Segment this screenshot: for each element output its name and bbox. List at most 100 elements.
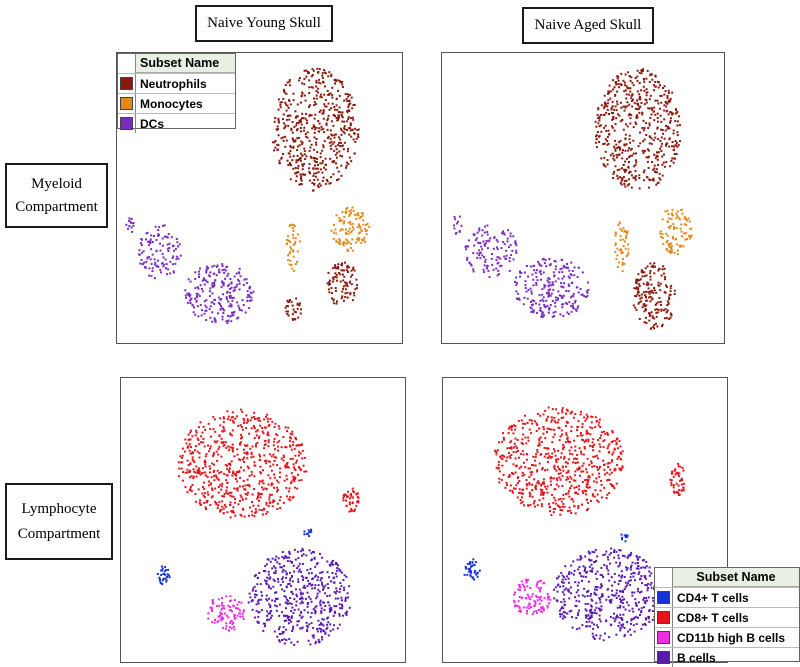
scatter-point — [317, 87, 320, 90]
scatter-point — [547, 284, 550, 287]
scatter-point — [601, 595, 604, 597]
scatter-point — [531, 489, 534, 492]
scatter-point — [651, 297, 654, 300]
scatter-point — [538, 580, 541, 583]
scatter-point — [229, 432, 232, 435]
scatter-point — [567, 470, 570, 473]
scatter-point — [620, 458, 623, 461]
scatter-point — [599, 124, 602, 127]
scatter-point — [530, 307, 533, 310]
scatter-point — [472, 576, 474, 579]
scatter-point — [644, 309, 647, 312]
scatter-point — [335, 240, 338, 243]
scatter-point — [596, 131, 599, 133]
scatter-point — [568, 277, 571, 280]
scatter-point — [337, 144, 340, 147]
scatter-point — [633, 616, 636, 619]
scatter-point — [551, 441, 554, 444]
scatter-point — [546, 279, 549, 282]
scatter-point — [327, 283, 330, 286]
scatter-point — [505, 459, 508, 462]
scatter-point — [236, 471, 239, 474]
scatter-point — [282, 136, 285, 139]
scatter-point — [502, 438, 505, 441]
scatter-point — [567, 510, 569, 513]
scatter-point — [311, 86, 314, 89]
scatter-point — [335, 561, 337, 564]
scatter-point — [161, 569, 164, 572]
scatter-point — [351, 222, 354, 225]
scatter-point — [554, 296, 557, 299]
scatter-point — [598, 119, 601, 122]
scatter-point — [629, 79, 632, 82]
scatter-point — [643, 89, 646, 92]
scatter-point — [338, 219, 341, 222]
scatter-point — [646, 584, 648, 587]
scatter-point — [340, 164, 343, 167]
scatter-point — [230, 320, 233, 323]
scatter-point — [312, 608, 315, 611]
scatter-point — [278, 626, 281, 629]
scatter-point — [241, 507, 244, 510]
scatter-point — [626, 184, 629, 187]
scatter-point — [603, 564, 606, 566]
scatter-point — [525, 606, 528, 609]
scatter-point — [658, 297, 661, 299]
scatter-point — [286, 598, 289, 601]
scatter-point — [627, 251, 630, 254]
scatter-point — [316, 184, 319, 187]
scatter-point — [622, 164, 625, 166]
scatter-point — [498, 481, 501, 484]
scatter-point — [347, 495, 349, 498]
scatter-point — [572, 292, 575, 295]
scatter-point — [365, 233, 368, 236]
scatter-point — [254, 418, 256, 421]
scatter-point — [319, 152, 322, 155]
scatter-point — [300, 120, 303, 123]
scatter-point — [600, 434, 602, 437]
scatter-point — [193, 470, 196, 473]
scatter-point — [246, 457, 249, 460]
scatter-point — [211, 621, 214, 624]
scatter-point — [527, 439, 530, 442]
scatter-point — [334, 287, 337, 289]
scatter-point — [287, 305, 290, 308]
scatter-point — [308, 104, 311, 107]
scatter-point — [665, 311, 668, 314]
scatter-point — [645, 296, 647, 299]
scatter-point — [323, 140, 326, 143]
scatter-point — [342, 242, 345, 245]
scatter-point — [560, 571, 563, 574]
scatter-point — [574, 581, 577, 584]
scatter-point — [578, 466, 581, 469]
scatter-point — [533, 599, 536, 602]
scatter-point — [528, 495, 531, 498]
scatter-point — [319, 571, 322, 574]
scatter-point — [264, 487, 267, 490]
scatter-point — [628, 178, 630, 181]
scatter-point — [680, 489, 683, 492]
scatter-point — [279, 467, 282, 470]
scatter-point — [279, 566, 282, 569]
cluster-cd11b-high-b-cells — [207, 595, 246, 632]
scatter-point — [352, 104, 355, 107]
scatter-point — [644, 98, 647, 101]
scatter-point — [268, 496, 271, 499]
scatter-point — [252, 290, 255, 293]
scatter-point — [607, 558, 610, 561]
scatter-point — [549, 456, 552, 459]
scatter-point — [585, 432, 588, 435]
scatter-point — [623, 555, 626, 558]
cluster-cd8-t-cells — [177, 408, 308, 519]
scatter-point — [624, 180, 627, 182]
scatter-point — [157, 229, 160, 231]
scatter-point — [348, 585, 351, 588]
scatter-point — [230, 491, 233, 494]
scatter-point — [619, 139, 622, 142]
scatter-point — [486, 264, 489, 267]
scatter-point — [595, 135, 597, 138]
scatter-point — [534, 488, 537, 491]
scatter-point — [567, 440, 569, 443]
scatter-point — [549, 263, 552, 266]
scatter-point — [187, 464, 190, 467]
